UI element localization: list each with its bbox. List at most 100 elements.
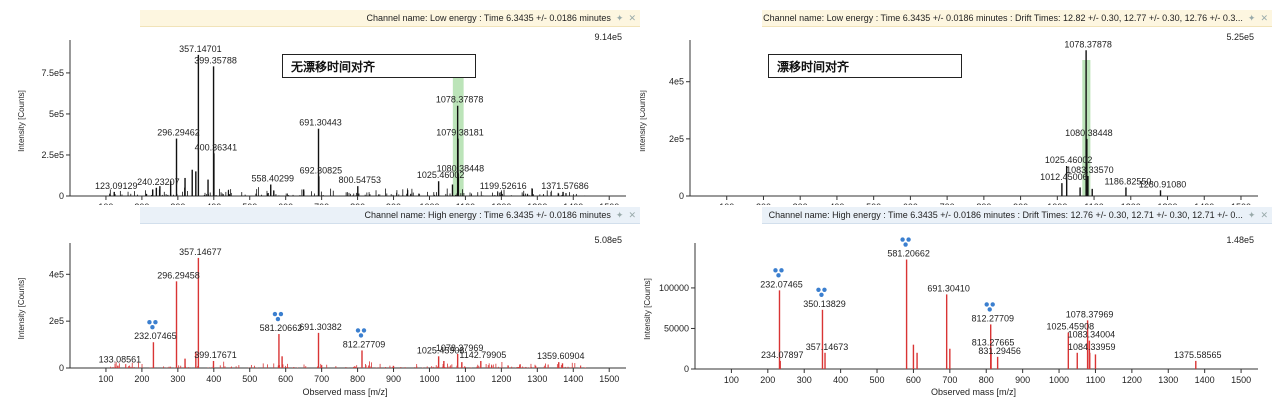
glycan-icon <box>816 287 827 298</box>
peak-label: 691.30410 <box>927 283 970 293</box>
pin-icon[interactable]: ✦ <box>615 209 624 220</box>
y-tick-label: 4e5 <box>669 77 684 87</box>
x-tick-label: 600 <box>278 202 293 205</box>
x-tick-label: 1200 <box>491 374 511 384</box>
x-tick-label: 1500 <box>599 202 619 205</box>
x-tick-label: 800 <box>976 202 991 205</box>
spectrum-panel-low-energy-unaligned: Channel name: Low energy : Time 6.3435 +… <box>0 10 640 205</box>
peak-label: 1280.91080 <box>1139 179 1187 189</box>
x-tick-label: 1100 <box>456 374 475 384</box>
max-intensity-label: 5.08e5 <box>594 235 622 245</box>
close-icon[interactable]: ✕ <box>628 209 636 220</box>
spectrum-chart: 100 200 300 400 500 600 700 800 900 1000 1100 1200 1… <box>17 32 626 205</box>
pin-icon[interactable]: ✦ <box>1247 209 1256 220</box>
x-tick-label: 100 <box>719 202 734 205</box>
peak-label: 1084.33959 <box>1068 342 1116 352</box>
spectrum-chart: 100 200 300 400 500 600 700 800 900 1000 1100 1200 1… <box>640 32 1258 205</box>
x-tick-label: 1200 <box>491 202 511 205</box>
peak-label: 133.08561 <box>99 355 142 365</box>
peak-label: 350.13829 <box>803 299 846 309</box>
spectrum-panel-low-energy-aligned: Channel name: Low energy : Time 6.3435 +… <box>640 10 1272 205</box>
x-tick-label: 700 <box>314 374 329 384</box>
close-icon[interactable]: ✕ <box>628 12 636 23</box>
spectrum-chart: 100 200 300 400 500 600 700 800 900 1000 1100 1200 1… <box>643 235 1258 397</box>
x-tick-label: 1200 <box>1122 375 1142 385</box>
x-tick-label: 1300 <box>1158 375 1178 385</box>
x-tick-label: 200 <box>756 202 771 205</box>
x-axis-title: Observed mass [m/z] <box>931 387 1016 397</box>
panel-header: Channel name: Low energy : Time 6.3435 +… <box>762 10 1272 27</box>
x-tick-label: 1100 <box>1084 202 1103 205</box>
peak-label: 831.29456 <box>978 346 1021 356</box>
peak-label: 1025.45908 <box>1047 322 1095 332</box>
x-tick-label: 1100 <box>456 202 475 205</box>
x-tick-label: 800 <box>350 202 365 205</box>
x-tick-label: 300 <box>170 202 185 205</box>
x-tick-label: 200 <box>134 202 149 205</box>
peak-label: 1083.34004 <box>1068 330 1116 340</box>
y-axis-title: Intensity [Counts] <box>643 278 652 340</box>
x-tick-label: 400 <box>206 374 221 384</box>
peak-label: 1078.37969 <box>436 343 484 353</box>
x-tick-label: 900 <box>1013 202 1028 205</box>
x-tick-label: 1300 <box>527 202 547 205</box>
peak-label: 691.30443 <box>299 118 342 128</box>
x-tick-label: 800 <box>979 375 994 385</box>
peak-label: 1142.79905 <box>459 350 506 360</box>
pin-icon[interactable]: ✦ <box>1247 12 1256 23</box>
x-tick-label: 1400 <box>563 202 583 205</box>
annotation-box: 无漂移时间对齐 <box>282 54 476 78</box>
x-tick-label: 700 <box>314 202 329 205</box>
y-tick-label: 7.5e5 <box>41 68 64 78</box>
glycan-icon <box>984 302 995 312</box>
annotation-box: 漂移时间对齐 <box>768 54 962 78</box>
spectrum-chart: 100 200 300 400 500 600 700 800 900 1000 1100 1200 1… <box>17 235 626 397</box>
glycan-icon <box>355 328 367 338</box>
close-icon[interactable]: ✕ <box>1260 209 1268 220</box>
panel-header: Channel name: High energy : Time 6.3435 … <box>762 207 1272 224</box>
peak-label: 1371.57686 <box>541 181 589 191</box>
glycan-icon <box>900 237 911 247</box>
x-tick-label: 900 <box>1015 375 1030 385</box>
spectrum-panel-high-energy-unaligned: Channel name: High energy : Time 6.3435 … <box>0 207 640 412</box>
y-tick-label: 50000 <box>664 323 689 333</box>
x-tick-label: 100 <box>724 375 739 385</box>
peak-label: 1025.46002 <box>417 170 465 180</box>
x-tick-label: 700 <box>942 375 957 385</box>
close-icon[interactable]: ✕ <box>1260 12 1268 23</box>
peak-label: 692.30825 <box>300 165 343 175</box>
panel-header: Channel name: Low energy : Time 6.3435 +… <box>140 10 640 27</box>
glycan-icon <box>147 320 158 330</box>
x-tick-label: 1500 <box>1231 202 1251 205</box>
x-tick-label: 600 <box>906 375 921 385</box>
y-tick-label: 2e5 <box>669 134 684 144</box>
peak-label: 296.29462 <box>157 128 200 138</box>
x-tick-label: 500 <box>242 374 257 384</box>
peak-label: 357.14677 <box>179 247 222 257</box>
x-tick-label: 300 <box>793 202 808 205</box>
x-tick-label: 1000 <box>1049 375 1069 385</box>
y-tick-label: 4e5 <box>49 269 64 279</box>
x-tick-label: 400 <box>833 375 848 385</box>
panel-header: Channel name: High energy : Time 6.3435 … <box>140 207 640 224</box>
glycan-icon <box>272 311 284 322</box>
peak-label: 1186.82550 <box>1104 176 1151 186</box>
x-tick-label: 900 <box>386 374 401 384</box>
peak-label: 1025.46002 <box>1045 155 1093 165</box>
glycan-icon <box>773 268 784 278</box>
y-tick-label: 100000 <box>659 283 689 293</box>
x-tick-label: 1000 <box>1047 202 1067 205</box>
x-tick-label: 500 <box>242 202 257 205</box>
peak-label: 813.27665 <box>972 338 1015 348</box>
x-tick-label: 1400 <box>1195 375 1215 385</box>
peak-label: 1078.37878 <box>436 95 484 105</box>
peak-label: 357.14673 <box>806 342 849 352</box>
y-axis-title: Intensity [Counts] <box>640 90 647 152</box>
x-tick-label: 1300 <box>527 374 547 384</box>
x-tick-label: 500 <box>866 202 881 205</box>
pin-icon[interactable]: ✦ <box>615 12 624 23</box>
max-intensity-label: 9.14e5 <box>594 32 622 42</box>
max-intensity-label: 1.48e5 <box>1226 235 1254 245</box>
peak-label: 1025.45908 <box>417 345 465 355</box>
x-tick-label: 600 <box>278 374 293 384</box>
